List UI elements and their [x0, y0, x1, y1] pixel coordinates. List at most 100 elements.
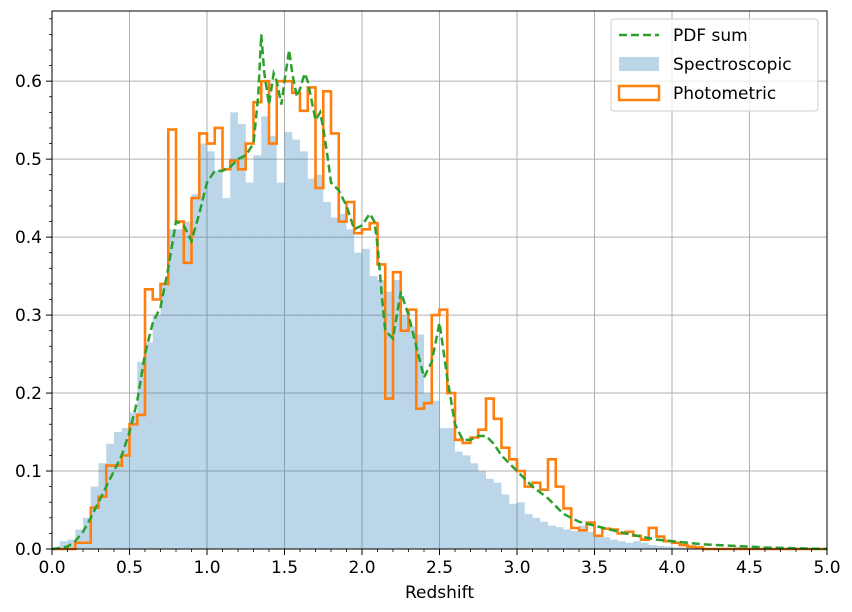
- spectroscopic-bar: [261, 116, 269, 550]
- photometric-step-line: [52, 79, 827, 551]
- spectroscopic-bar: [199, 143, 207, 549]
- y-axis: 0.0 0.1 0.2 0.3 0.4 0.5 0.6: [15, 18, 52, 560]
- spectroscopic-bar: [509, 503, 517, 549]
- legend-spectroscopic-label: Spectroscopic: [673, 55, 792, 75]
- legend-box: [610, 18, 819, 112]
- spectroscopic-bar: [191, 194, 200, 550]
- spectroscopic-bar: [121, 428, 130, 549]
- spectroscopic-bar: [377, 280, 386, 549]
- y-tick-label: 0.3: [15, 306, 42, 326]
- x-tick-label: 5.0: [813, 558, 840, 578]
- spectroscopic-bar: [253, 155, 262, 549]
- spectroscopic-bar: [245, 182, 254, 549]
- spectroscopic-bar: [625, 542, 634, 549]
- spectroscopic-bar: [90, 486, 99, 549]
- spectroscopic-bar: [641, 542, 649, 549]
- legend-photometric-label: Photometric: [673, 84, 776, 104]
- y-tick-label: 0.6: [15, 72, 42, 92]
- spectroscopic-bar: [160, 283, 169, 549]
- x-tick-label: 0.5: [116, 558, 143, 578]
- spectroscopic-bar: [331, 217, 339, 550]
- spectroscopic-bar: [315, 174, 324, 549]
- spectroscopic-bar: [478, 471, 486, 549]
- spectroscopic-bar: [648, 545, 657, 549]
- x-tick-label: 3.5: [581, 558, 608, 578]
- spectroscopic-bar: [424, 393, 432, 549]
- spectroscopic-bar: [501, 494, 510, 549]
- spectroscopic-bar: [238, 124, 246, 549]
- spectroscopic-bar: [323, 202, 331, 549]
- spectroscopic-bar: [354, 252, 362, 549]
- x-axis: 0.0 0.5 1.0 1.5 2.0 2.5 3.0 3.5 4.0 4.5 5.0: [38, 549, 841, 578]
- spectroscopic-bar: [114, 432, 122, 549]
- spectroscopic-bar: [145, 342, 153, 549]
- spectroscopic-bar: [152, 315, 161, 549]
- spectroscopic-bar: [462, 455, 471, 549]
- spectroscopic-bar: [532, 517, 541, 549]
- spectroscopic-bar: [393, 280, 401, 549]
- spectroscopic-bar: [679, 547, 688, 549]
- spectroscopic-bar: [633, 541, 641, 549]
- spectroscopic-bar: [269, 135, 277, 550]
- spectroscopic-bar: [563, 529, 572, 549]
- x-tick-label: 1.0: [193, 558, 220, 578]
- spectroscopic-bar: [540, 521, 548, 549]
- spectroscopic-bars: [59, 112, 796, 550]
- spectroscopic-bar: [67, 539, 76, 549]
- spectroscopic-bar: [493, 482, 502, 549]
- y-tick-label: 0.0: [15, 540, 42, 560]
- spectroscopic-bar: [470, 463, 479, 549]
- spectroscopic-bar: [548, 525, 556, 549]
- spectroscopic-bar: [617, 541, 626, 549]
- x-tick-label: 4.5: [736, 558, 763, 578]
- y-tick-label: 0.1: [15, 462, 42, 482]
- spectroscopic-bar: [656, 545, 665, 549]
- spectroscopic-bar: [369, 276, 378, 549]
- spectroscopic-bar: [300, 151, 308, 549]
- spectroscopic-bar: [292, 139, 300, 550]
- y-tick-label: 0.4: [15, 228, 42, 248]
- x-tick-label: 2.0: [348, 558, 375, 578]
- spectroscopic-bar: [59, 541, 68, 549]
- x-tick-label: 1.5: [271, 558, 298, 578]
- x-tick-label: 0.0: [38, 558, 65, 578]
- legend-pdf-sum-label: PDF sum: [673, 26, 748, 46]
- spectroscopic-bar: [106, 443, 114, 549]
- spectroscopic-bar: [517, 502, 525, 549]
- spectroscopic-bar: [385, 291, 393, 549]
- spectroscopic-bar: [586, 531, 595, 549]
- legend-spectroscopic-swatch: [619, 57, 659, 71]
- spectroscopic-bar: [571, 531, 579, 549]
- spectroscopic-bar: [610, 539, 618, 549]
- photometric-step-series: [52, 79, 827, 551]
- spectroscopic-bar: [672, 547, 680, 549]
- y-tick-label: 0.5: [15, 150, 42, 170]
- spectroscopic-bar: [183, 221, 192, 550]
- spectroscopic-bar: [416, 334, 424, 549]
- spectroscopic-bar: [98, 463, 107, 549]
- spectroscopic-bar: [75, 529, 83, 549]
- spectroscopic-bar: [214, 170, 223, 549]
- x-axis-label: Redshift: [405, 583, 474, 603]
- legend: PDF sum Spectroscopic Photometric: [610, 18, 819, 112]
- spectroscopic-bar: [83, 517, 91, 549]
- y-tick-label: 0.2: [15, 384, 42, 404]
- spectroscopic-bar: [455, 451, 463, 549]
- spectroscopic-bar: [222, 198, 231, 549]
- spectroscopic-bar: [207, 151, 215, 549]
- spectroscopic-bar: [439, 428, 448, 549]
- spectroscopic-bar: [594, 534, 603, 549]
- spectroscopic-bar: [230, 112, 238, 550]
- spectroscopic-bar: [307, 178, 316, 549]
- spectroscopic-bar: [338, 213, 347, 549]
- spectroscopic-bar: [486, 478, 494, 549]
- spectroscopic-bar: [284, 131, 293, 549]
- spectroscopic-bar: [400, 315, 409, 549]
- spectroscopic-bar: [362, 248, 370, 550]
- spectroscopic-bar: [555, 527, 564, 549]
- spectroscopic-bar: [431, 400, 440, 549]
- legend-photometric-swatch: [617, 84, 661, 102]
- spectroscopic-bar: [602, 537, 610, 549]
- x-tick-label: 4.0: [658, 558, 685, 578]
